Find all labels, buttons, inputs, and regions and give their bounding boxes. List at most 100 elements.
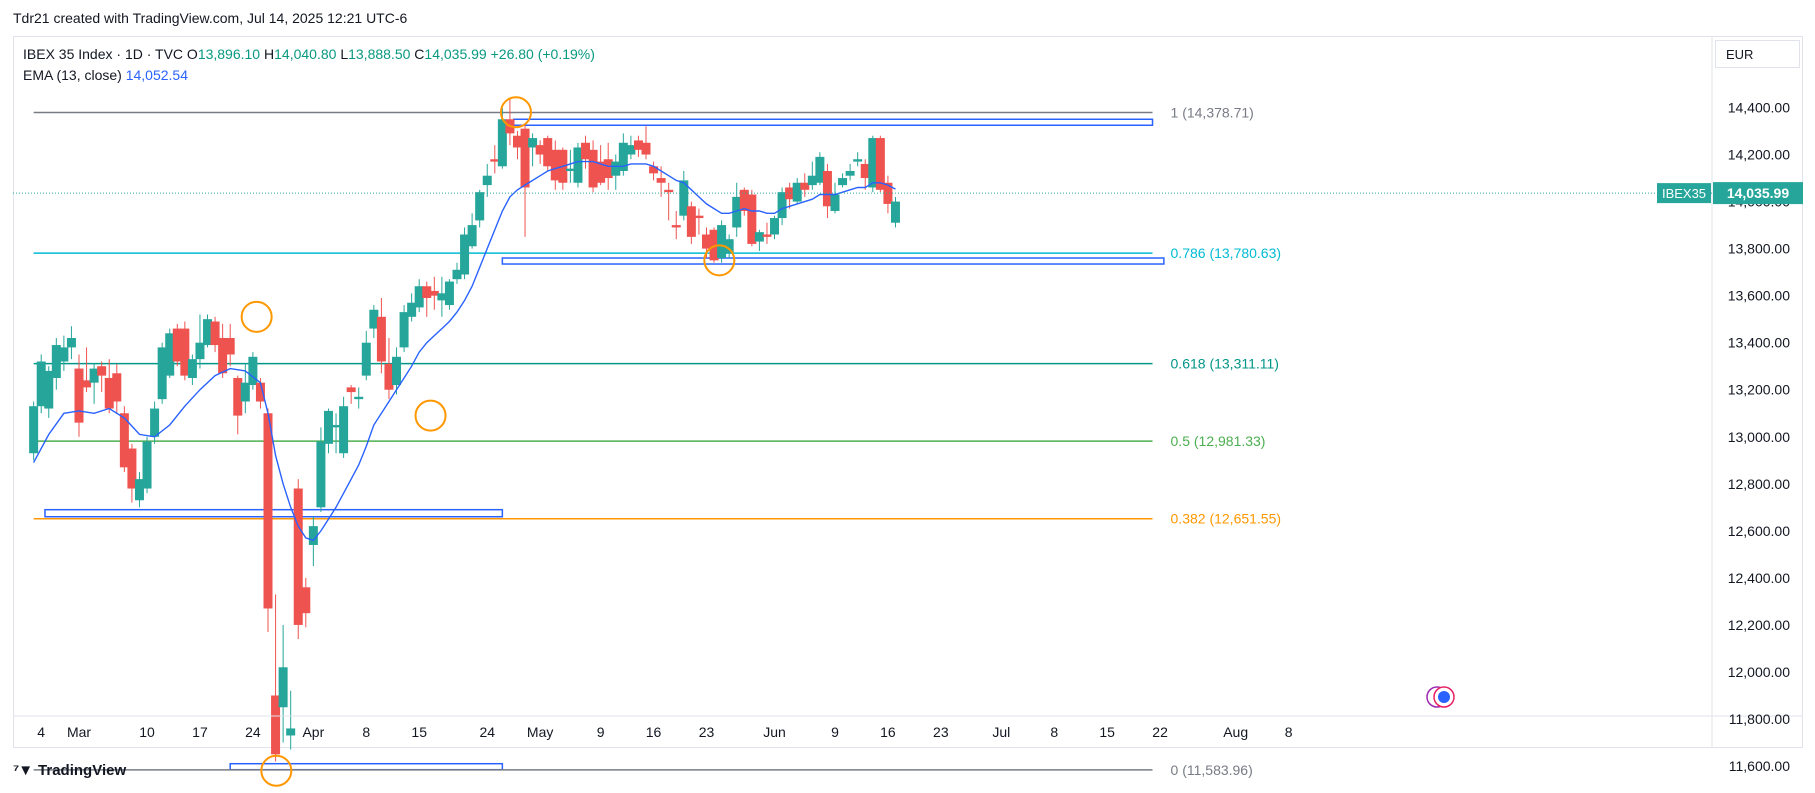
candle-body[interactable] [550, 149, 560, 181]
candle-body[interactable] [429, 290, 439, 296]
candle-body[interactable] [686, 206, 696, 237]
candle-body[interactable] [701, 234, 711, 249]
candle-body[interactable] [44, 370, 54, 409]
candle-body[interactable] [747, 194, 757, 244]
tradingview-brand[interactable]: ⁷▼ TradingView [13, 762, 126, 779]
candle-body[interactable] [339, 406, 349, 454]
candle-body[interactable] [694, 215, 704, 219]
candle-body[interactable] [218, 337, 228, 374]
candle-body[interactable] [868, 138, 878, 188]
candle-body[interactable] [838, 178, 848, 186]
candle-body[interactable] [263, 413, 273, 609]
highlight-circle[interactable] [240, 300, 273, 333]
candle-body[interactable] [127, 448, 137, 489]
candle-body[interactable] [361, 342, 371, 376]
candle-body[interactable] [777, 192, 787, 219]
candle-body[interactable] [739, 189, 749, 211]
candle-body[interactable] [82, 380, 92, 388]
candle-body[interactable] [134, 479, 144, 501]
candle-body[interactable] [573, 147, 583, 183]
candle-body[interactable] [444, 281, 454, 306]
candle-body[interactable] [308, 526, 318, 545]
highlight-circle[interactable] [703, 244, 736, 277]
candle-body[interactable] [414, 286, 424, 308]
candle-body[interactable] [323, 410, 333, 444]
candle-body[interactable] [346, 387, 356, 393]
candle-body[interactable] [822, 170, 832, 207]
candle-body[interactable] [603, 159, 613, 179]
candle-body[interactable] [709, 229, 719, 261]
candle-body[interactable] [512, 135, 522, 148]
candle-body[interactable] [407, 302, 417, 317]
candle-body[interactable] [482, 175, 492, 186]
candle-body[interactable] [422, 286, 432, 299]
candle-body[interactable] [860, 163, 870, 179]
candle-body[interactable] [165, 333, 175, 376]
candle-body[interactable] [187, 359, 197, 378]
candle-body[interactable] [490, 159, 500, 162]
candle-body[interactable] [853, 159, 863, 162]
candle-body[interactable] [66, 337, 76, 348]
event-marker-icon[interactable] [1438, 691, 1450, 703]
candle-body[interactable] [724, 239, 734, 254]
candle-body[interactable] [255, 382, 265, 402]
candle-body[interactable] [792, 182, 802, 202]
legend-symbol[interactable]: IBEX 35 Index · 1D · TVC [23, 46, 184, 62]
candle-body[interactable] [641, 142, 651, 155]
zone-rectangle[interactable] [44, 508, 504, 518]
candle-body[interactable] [59, 347, 69, 362]
highlight-circle[interactable] [499, 96, 532, 129]
candle-body[interactable] [807, 175, 817, 186]
candle-body[interactable] [74, 368, 84, 423]
legend-ema-label[interactable]: EMA (13, close) [23, 67, 122, 83]
candle-body[interactable] [112, 373, 122, 402]
candle-body[interactable] [543, 138, 553, 167]
candle-body[interactable] [157, 347, 167, 400]
candle-body[interactable] [875, 138, 885, 190]
candle-body[interactable] [890, 201, 900, 223]
highlight-circle[interactable] [414, 399, 447, 432]
candle-body[interactable] [36, 361, 46, 407]
candle-body[interactable] [240, 382, 250, 402]
candle-body[interactable] [172, 328, 182, 362]
candle-body[interactable] [649, 166, 659, 174]
candle-body[interactable] [656, 178, 666, 183]
candle-body[interactable] [883, 182, 893, 204]
candle-body[interactable] [815, 156, 825, 183]
candle-body[interactable] [754, 232, 764, 242]
candle-body[interactable] [785, 187, 795, 200]
candle-body[interactable] [384, 363, 394, 390]
candle-body[interactable] [51, 345, 61, 378]
candle-body[interactable] [97, 366, 107, 376]
candle-body[interactable] [800, 182, 810, 190]
candle-body[interactable] [286, 728, 296, 736]
candle-body[interactable] [119, 413, 129, 468]
candle-body[interactable] [679, 180, 689, 216]
candle-body[interactable] [89, 368, 99, 383]
candle-body[interactable] [717, 225, 727, 259]
candle-body[interactable] [762, 234, 772, 237]
candle-body[interactable] [104, 377, 114, 409]
candle-body[interactable] [497, 119, 507, 167]
currency-selector[interactable]: EUR [1715, 40, 1800, 68]
candle-body[interactable] [210, 321, 220, 346]
candle-body[interactable] [376, 316, 386, 362]
candle-body[interactable] [399, 312, 409, 348]
candle-body[interactable] [618, 142, 628, 171]
candle-body[interactable] [271, 695, 281, 755]
candle-body[interactable] [180, 328, 190, 376]
candle-body[interactable] [150, 408, 160, 437]
candle-body[interactable] [452, 269, 462, 280]
candle-body[interactable] [233, 377, 243, 416]
candle-body[interactable] [475, 192, 485, 221]
candle-body[interactable] [203, 319, 213, 346]
candle-body[interactable] [845, 170, 855, 176]
candle-body[interactable] [633, 140, 643, 150]
candle-body[interactable] [535, 145, 545, 155]
candle-body[interactable] [437, 293, 447, 301]
candle-body[interactable] [581, 142, 591, 160]
candle-body[interactable] [225, 337, 235, 355]
zone-rectangle[interactable] [512, 118, 1154, 127]
candle-body[interactable] [354, 396, 364, 400]
